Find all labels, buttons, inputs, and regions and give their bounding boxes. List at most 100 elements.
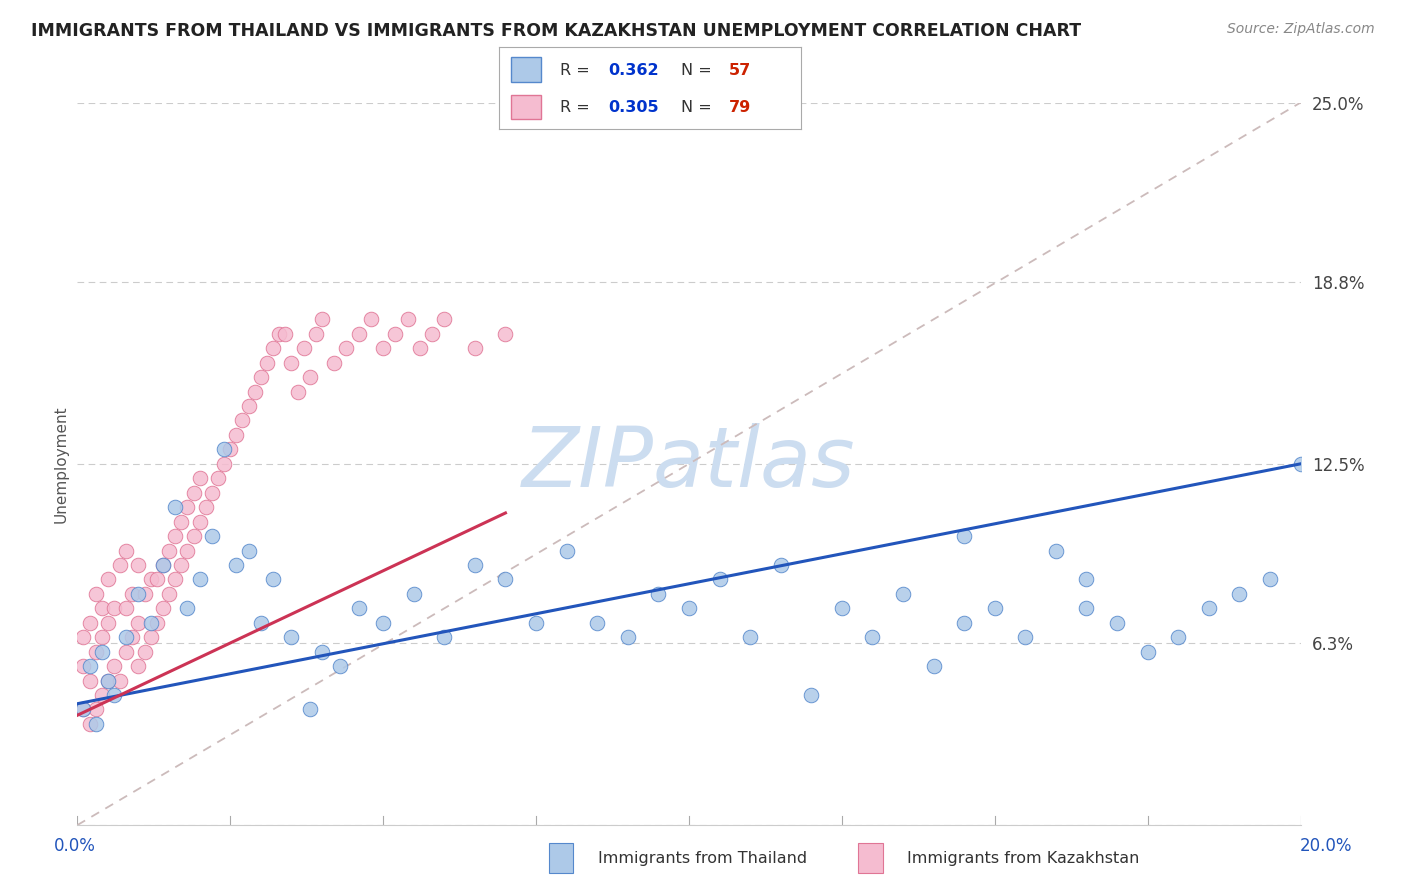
Text: Immigrants from Thailand: Immigrants from Thailand [598, 851, 807, 865]
Point [464, 558, 486, 572]
Point [922, 659, 945, 673]
Point [891, 587, 914, 601]
Point [1076, 573, 1098, 587]
Point [647, 587, 669, 601]
Point [165, 573, 187, 587]
Point [97, 573, 120, 587]
Point [984, 601, 1007, 615]
Point [298, 370, 321, 384]
Point [79, 717, 101, 731]
Point [121, 630, 143, 644]
Point [72, 702, 94, 716]
Text: 0.305: 0.305 [607, 100, 658, 115]
Point [127, 659, 149, 673]
Point [165, 529, 187, 543]
Point [1198, 601, 1220, 615]
Point [139, 573, 162, 587]
Point [524, 615, 547, 630]
Point [287, 384, 309, 399]
Text: R =: R = [560, 62, 595, 78]
Point [97, 673, 120, 688]
Point [90, 630, 112, 644]
Point [292, 341, 315, 355]
Text: IMMIGRANTS FROM THAILAND VS IMMIGRANTS FROM KAZAKHSTAN UNEMPLOYMENT CORRELATION : IMMIGRANTS FROM THAILAND VS IMMIGRANTS F… [31, 22, 1081, 40]
Point [617, 630, 640, 644]
Text: Source: ZipAtlas.com: Source: ZipAtlas.com [1227, 22, 1375, 37]
Text: 0.0%: 0.0% [53, 837, 96, 855]
Point [305, 326, 328, 341]
Point [555, 543, 578, 558]
Point [108, 558, 131, 572]
Y-axis label: Unemployment: Unemployment [53, 405, 69, 523]
Point [396, 312, 419, 326]
Point [1076, 601, 1098, 615]
Point [97, 615, 120, 630]
Point [152, 558, 174, 572]
Point [176, 500, 198, 515]
Point [127, 558, 149, 572]
Point [90, 688, 112, 702]
Point [115, 630, 138, 644]
Point [1107, 615, 1129, 630]
Point [188, 573, 211, 587]
Point [146, 573, 169, 587]
Point [72, 659, 94, 673]
Point [188, 515, 211, 529]
Point [134, 587, 156, 601]
FancyBboxPatch shape [512, 57, 541, 82]
Point [194, 500, 217, 515]
Point [433, 630, 456, 644]
Point [225, 428, 247, 442]
Point [1289, 457, 1312, 471]
Text: 79: 79 [728, 100, 751, 115]
Point [1258, 573, 1281, 587]
Point [1045, 543, 1067, 558]
Point [170, 558, 193, 572]
Point [262, 573, 284, 587]
Point [1136, 645, 1159, 659]
Point [311, 645, 333, 659]
Point [170, 515, 193, 529]
Point [347, 601, 370, 615]
Text: ZIPatlas: ZIPatlas [522, 424, 856, 504]
Point [243, 384, 266, 399]
Point [280, 356, 302, 370]
Point [1167, 630, 1189, 644]
Point [262, 341, 284, 355]
Point [127, 587, 149, 601]
Point [90, 645, 112, 659]
Point [953, 529, 976, 543]
Point [79, 673, 101, 688]
Point [329, 659, 352, 673]
Point [212, 442, 235, 457]
Point [115, 543, 138, 558]
Point [127, 615, 149, 630]
Point [433, 312, 456, 326]
Point [298, 702, 321, 716]
Point [231, 413, 253, 427]
Point [323, 356, 346, 370]
Point [103, 688, 125, 702]
Point [384, 326, 406, 341]
Text: R =: R = [560, 100, 595, 115]
Point [79, 615, 101, 630]
Point [152, 601, 174, 615]
Text: 0.362: 0.362 [607, 62, 658, 78]
Point [103, 659, 125, 673]
Point [586, 615, 609, 630]
Point [409, 341, 432, 355]
Point [212, 457, 235, 471]
Point [152, 558, 174, 572]
Point [464, 341, 486, 355]
Point [250, 615, 273, 630]
Point [183, 529, 205, 543]
FancyBboxPatch shape [512, 95, 541, 120]
Point [115, 645, 138, 659]
Point [84, 702, 107, 716]
Point [84, 645, 107, 659]
Point [183, 485, 205, 500]
Point [709, 573, 731, 587]
Point [1014, 630, 1036, 644]
Point [90, 601, 112, 615]
Point [139, 615, 162, 630]
